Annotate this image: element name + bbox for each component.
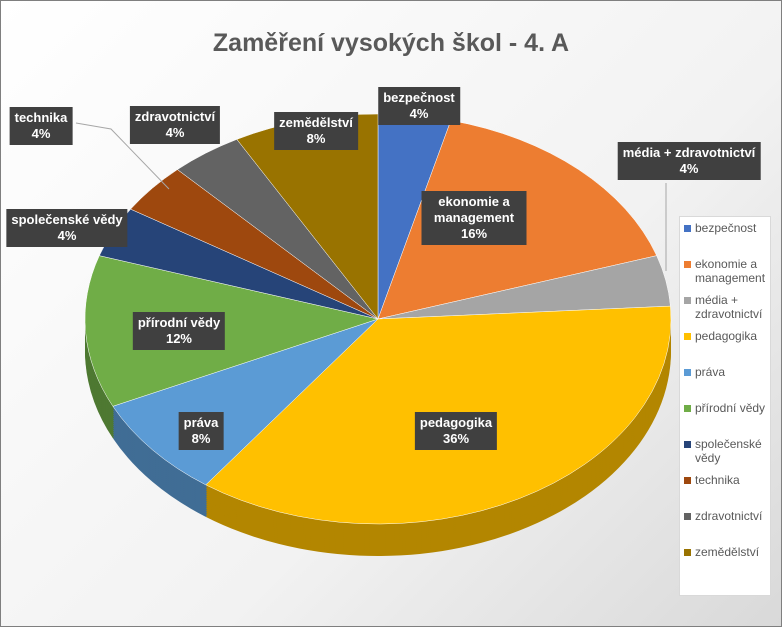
- data-label: média + zdravotnictví 4%: [617, 142, 761, 180]
- data-label: společenské vědy 4%: [6, 209, 128, 247]
- data-label: zemědělství 8%: [274, 112, 358, 150]
- data-label-name: technika: [14, 110, 68, 125]
- legend-label: společenské vědy: [695, 437, 762, 465]
- legend-label: přírodní vědy: [695, 401, 766, 415]
- data-label-value: 4%: [409, 106, 429, 121]
- data-label-name: zdravotnictví: [134, 109, 216, 124]
- data-label-value: 4%: [57, 228, 77, 243]
- data-label: zdravotnictví 4%: [129, 106, 221, 144]
- legend-label: pedagogika: [695, 329, 758, 343]
- data-label-value: 4%: [679, 161, 699, 176]
- legend-entry: přírodní vědy: [682, 401, 768, 437]
- legend-swatch: [684, 477, 691, 484]
- legend-swatch: [684, 297, 691, 304]
- data-label-value: 12%: [165, 331, 193, 346]
- data-label-name: společenské vědy: [11, 212, 123, 227]
- legend-entry: bezpečnost: [682, 221, 768, 257]
- legend-entry: média + zdravotnictví: [682, 293, 768, 329]
- legend-swatch: [684, 549, 691, 556]
- legend-label: bezpečnost: [695, 221, 757, 235]
- leader-line: [75, 122, 170, 190]
- legend-entry: ekonomie a management: [682, 257, 768, 293]
- data-label-value: 4%: [31, 126, 51, 141]
- data-label-name: ekonomie a management: [433, 194, 515, 225]
- data-label: přírodní vědy 12%: [132, 312, 226, 350]
- legend-swatch: [684, 333, 691, 340]
- data-label: technika 4%: [9, 107, 73, 145]
- data-label-value: 4%: [165, 125, 185, 140]
- legend-label: zdravotnictví: [695, 509, 763, 523]
- data-label: pedagogika 36%: [414, 412, 498, 450]
- legend-label: technika: [695, 473, 740, 487]
- legend-label: ekonomie a management: [695, 257, 766, 285]
- legend-entry: práva: [682, 365, 768, 401]
- legend-entry: pedagogika: [682, 329, 768, 365]
- legend-swatch: [684, 369, 691, 376]
- data-label-name: média + zdravotnictví: [622, 145, 756, 160]
- data-label-value: 8%: [191, 431, 211, 446]
- legend-swatch: [684, 513, 691, 520]
- legend-entry: zdravotnictví: [682, 509, 768, 545]
- data-label-name: práva: [183, 415, 219, 430]
- data-label: bezpečnost 4%: [378, 87, 460, 125]
- chart-title: Zaměření vysokých škol - 4. A: [212, 29, 570, 57]
- legend-swatch: [684, 261, 691, 268]
- data-label: práva 8%: [178, 412, 224, 450]
- legend-label: zemědělství: [695, 545, 760, 559]
- data-label-name: pedagogika: [419, 415, 493, 430]
- legend-label: práva: [695, 365, 726, 379]
- legend-entry: technika: [682, 473, 768, 509]
- data-label-value: 36%: [442, 431, 470, 446]
- legend-swatch: [684, 441, 691, 448]
- legend-label: média + zdravotnictví: [695, 293, 763, 321]
- data-label-value: 8%: [306, 131, 326, 146]
- data-label-name: bezpečnost: [383, 90, 455, 105]
- data-label-name: přírodní vědy: [137, 315, 221, 330]
- slice: [84, 255, 379, 407]
- data-label-name: zemědělství: [279, 115, 353, 130]
- data-label: ekonomie a management 16%: [421, 191, 527, 245]
- legend-entry: zemědělství: [682, 545, 768, 581]
- data-label-value: 16%: [460, 226, 488, 241]
- legend: bezpečnost ekonomie a management média + z…: [679, 216, 771, 596]
- legend-swatch: [684, 405, 691, 412]
- legend-swatch: [684, 225, 691, 232]
- legend-entry: společenské vědy: [682, 437, 768, 473]
